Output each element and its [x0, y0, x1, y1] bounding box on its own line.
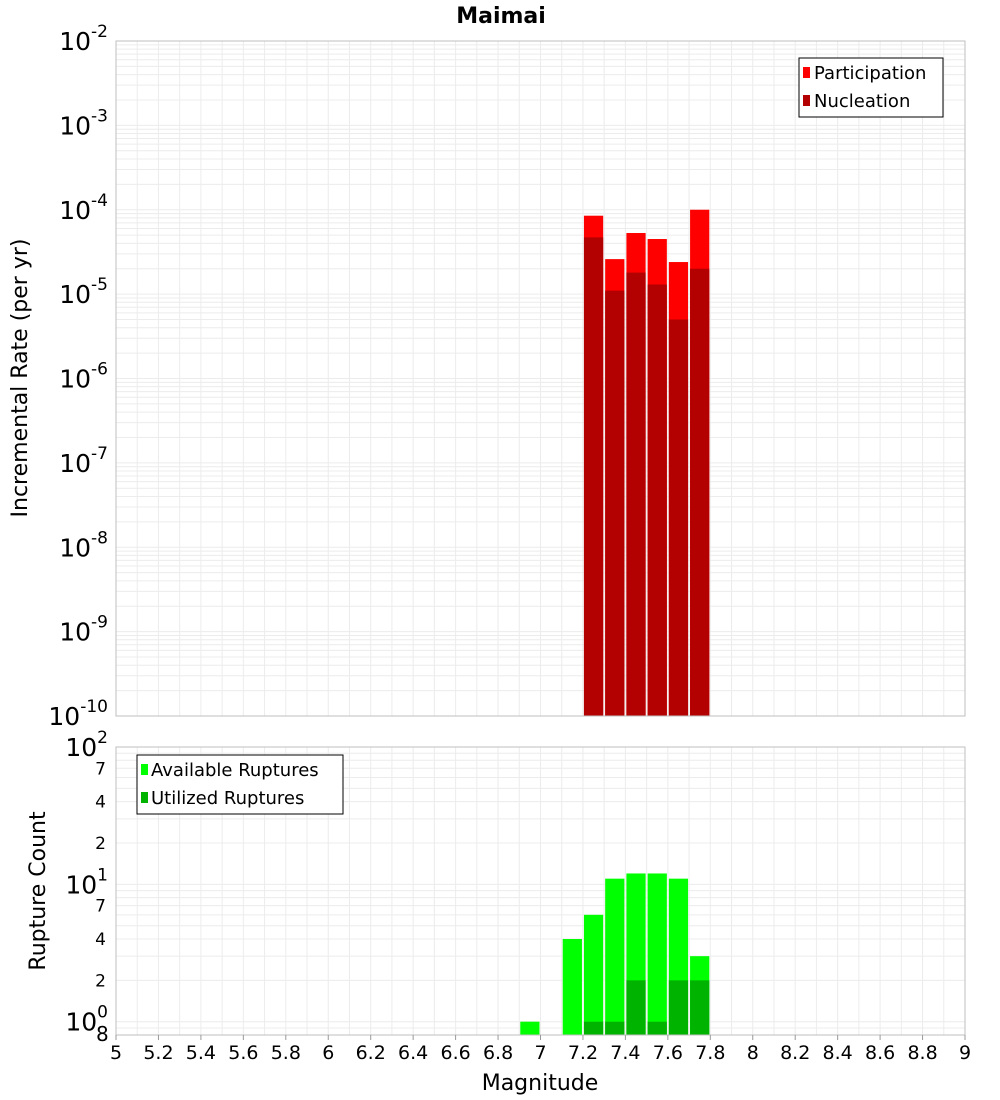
nucleation-bar: [647, 284, 667, 716]
x-tick-label: 7.8: [695, 1042, 725, 1064]
x-tick-label: 6.8: [483, 1042, 513, 1064]
y-tick-label: 10-2: [59, 22, 108, 56]
y-tick-label: 100: [65, 1003, 108, 1037]
bottom-y-axis-label: Rupture Count: [26, 811, 51, 971]
x-tick-label: 5.8: [271, 1042, 301, 1064]
y-minor-tick-label: 2: [95, 834, 106, 854]
legend-swatch-available-ruptures: [141, 764, 148, 775]
utilized-ruptures-bar: [626, 980, 646, 1035]
utilized-ruptures-bar: [647, 1021, 667, 1035]
legend-label-utilized-ruptures: Utilized Ruptures: [151, 788, 304, 809]
x-tick-label: 6.4: [398, 1042, 428, 1064]
utilized-ruptures-bar: [583, 1021, 604, 1035]
y-minor-tick-label: 2: [95, 971, 106, 991]
y-tick-label: 101: [65, 865, 108, 899]
x-ticks: 5 5.2 5.4 5.6 5.8 6 6.2 6.4 6.6 6.8 7 7.2 7.4 7.6 7.8 8…: [110, 1035, 971, 1064]
x-tick-label: 7: [534, 1042, 546, 1064]
y-tick-label: 102: [65, 728, 108, 762]
utilized-ruptures-bar: [690, 980, 710, 1035]
legend-swatch-utilized-ruptures: [141, 792, 148, 803]
y-tick-label: 10-4: [59, 191, 108, 225]
y-tick-label: 10-8: [59, 528, 108, 562]
x-tick-label: 7.2: [568, 1042, 598, 1064]
available-ruptures-bar: [647, 873, 667, 1035]
available-ruptures-bar: [605, 878, 625, 1035]
x-tick-label: 5.4: [186, 1042, 216, 1064]
top-plot-border: [115, 40, 966, 717]
y-tick-label: 10-5: [59, 275, 108, 309]
x-axis-label: Magnitude: [482, 1071, 599, 1096]
x-tick-label: 8.2: [780, 1042, 810, 1064]
x-tick-label: 5.2: [143, 1042, 173, 1064]
legend-label-nucleation: Nucleation: [814, 91, 910, 112]
legend-swatch-nucleation: [803, 95, 810, 106]
y-tick-label: 10-10: [48, 697, 108, 731]
nucleation-bar: [583, 237, 604, 716]
nucleation-bar: [668, 319, 689, 716]
y-minor-tick-label: 4: [95, 793, 106, 813]
y-tick-label: 10-7: [59, 444, 108, 478]
x-tick-label: 5: [110, 1042, 122, 1064]
bottom-y-min-label: 8: [96, 1022, 109, 1046]
y-minor-tick-label: 7: [95, 897, 106, 917]
top-grid: [115, 40, 966, 717]
bottom-legend: Available Ruptures Utilized Ruptures: [136, 754, 344, 815]
x-tick-label: 9: [959, 1042, 971, 1064]
nucleation-bar: [605, 290, 625, 716]
nucleation-bar: [626, 272, 646, 716]
top-y-axis-label: Incremental Rate (per yr): [8, 239, 33, 518]
x-tick-label: 6.2: [356, 1042, 386, 1064]
x-tick-label: 6: [322, 1042, 334, 1064]
x-tick-label: 8.4: [823, 1042, 853, 1064]
available-ruptures-bar: [520, 1021, 540, 1035]
top-legend: Participation Nucleation: [798, 57, 944, 118]
x-tick-label: 7.4: [610, 1042, 640, 1064]
bottom-bars: [520, 873, 710, 1035]
y-minor-tick-label: 7: [95, 759, 106, 779]
available-ruptures-bar: [583, 914, 604, 1035]
x-tick-label: 7.6: [653, 1042, 683, 1064]
utilized-ruptures-bar: [605, 1021, 625, 1035]
x-tick-label: 8.6: [865, 1042, 895, 1064]
top-bars: [583, 209, 710, 717]
available-ruptures-bar: [562, 939, 582, 1035]
y-tick-label: 10-3: [59, 106, 108, 140]
legend-swatch-participation: [803, 67, 810, 78]
x-tick-label: 8: [747, 1042, 759, 1064]
chart-title: Maimai: [456, 4, 546, 29]
nucleation-bar: [690, 268, 710, 716]
top-y-ticks: 10-10 10-9 10-8 10-7 10-6 10-5 10-4 10-3 10-2: [48, 22, 108, 731]
y-minor-tick-label: 4: [95, 930, 106, 950]
x-tick-label: 8.8: [907, 1042, 937, 1064]
y-tick-label: 10-6: [59, 360, 108, 394]
x-tick-label: 5.6: [228, 1042, 258, 1064]
y-tick-label: 10-9: [59, 613, 108, 647]
legend-label-available-ruptures: Available Ruptures: [151, 760, 319, 781]
legend-label-participation: Participation: [814, 63, 926, 84]
x-tick-label: 6.6: [440, 1042, 470, 1064]
utilized-ruptures-bar: [668, 980, 689, 1035]
